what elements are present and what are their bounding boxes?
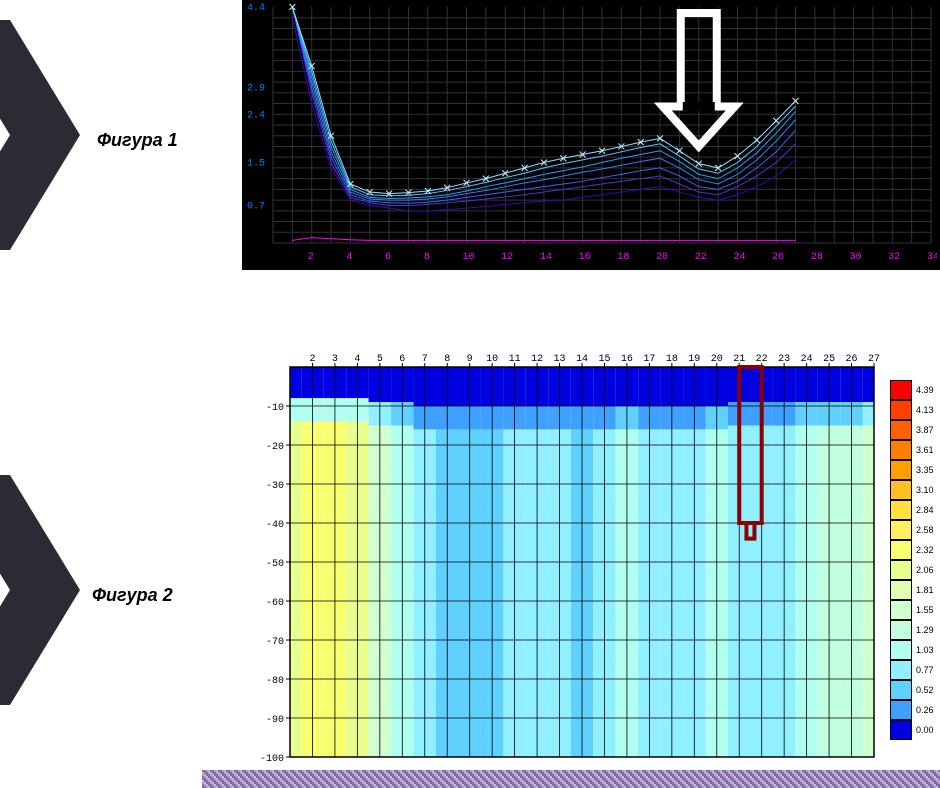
svg-text:2.9: 2.9 — [247, 83, 265, 94]
legend-swatch — [890, 700, 912, 720]
figure2-legend: 4.39 4.13 3.87 3.61 3.35 3.10 2.84 2.58 2.32 2.06… — [890, 380, 934, 740]
legend-row: 1.55 — [890, 600, 934, 620]
legend-swatch — [890, 400, 912, 420]
legend-swatch — [890, 380, 912, 400]
svg-text:24: 24 — [733, 252, 745, 263]
legend-label: 2.06 — [912, 565, 934, 575]
legend-label: 0.26 — [912, 705, 934, 715]
svg-text:8: 8 — [424, 252, 430, 263]
legend-swatch — [890, 680, 912, 700]
legend-label: 2.58 — [912, 525, 934, 535]
svg-text:-10: -10 — [266, 403, 284, 414]
legend-swatch — [890, 540, 912, 560]
svg-text:16: 16 — [579, 252, 591, 263]
legend-row: 0.26 — [890, 700, 934, 720]
svg-text:12: 12 — [501, 252, 513, 263]
legend-swatch — [890, 620, 912, 640]
legend-label: 4.13 — [912, 405, 934, 415]
decor-chevron-1 — [0, 20, 80, 250]
svg-text:2.4: 2.4 — [247, 110, 265, 121]
svg-text:20: 20 — [656, 252, 668, 263]
legend-row: 2.58 — [890, 520, 934, 540]
noise-strip — [202, 770, 940, 788]
legend-swatch — [890, 580, 912, 600]
legend-row: 0.77 — [890, 660, 934, 680]
legend-row: 2.06 — [890, 560, 934, 580]
svg-text:26: 26 — [772, 252, 784, 263]
legend-row: 2.32 — [890, 540, 934, 560]
legend-swatch — [890, 500, 912, 520]
svg-text:4.4: 4.4 — [247, 3, 265, 14]
svg-text:14: 14 — [540, 252, 552, 263]
legend-row: 1.29 — [890, 620, 934, 640]
legend-swatch — [890, 420, 912, 440]
legend-swatch — [890, 520, 912, 540]
svg-text:18: 18 — [617, 252, 629, 263]
svg-text:22: 22 — [695, 252, 707, 263]
svg-text:-80: -80 — [266, 676, 284, 687]
svg-text:34: 34 — [927, 252, 937, 263]
svg-text:-60: -60 — [266, 598, 284, 609]
legend-row: 4.13 — [890, 400, 934, 420]
figure2-chart: 2345678910111213141516171819202122232425… — [242, 345, 940, 765]
legend-label: 3.87 — [912, 425, 934, 435]
legend-label: 1.55 — [912, 605, 934, 615]
legend-row: 3.87 — [890, 420, 934, 440]
svg-text:4: 4 — [346, 252, 352, 263]
legend-swatch — [890, 480, 912, 500]
svg-text:-40: -40 — [266, 520, 284, 531]
legend-row: 3.10 — [890, 480, 934, 500]
legend-swatch — [890, 440, 912, 460]
svg-text:32: 32 — [888, 252, 900, 263]
legend-label: 0.00 — [912, 725, 934, 735]
svg-text:-70: -70 — [266, 637, 284, 648]
legend-row: 2.84 — [890, 500, 934, 520]
legend-swatch — [890, 720, 912, 740]
legend-label: 4.39 — [912, 385, 934, 395]
legend-label: 0.77 — [912, 665, 934, 675]
svg-text:-90: -90 — [266, 715, 284, 726]
decor-chevron-2 — [0, 475, 80, 705]
svg-text:6: 6 — [385, 252, 391, 263]
legend-swatch — [890, 640, 912, 660]
figure1-caption: Фигура 1 — [97, 130, 178, 151]
legend-row: 4.39 — [890, 380, 934, 400]
legend-swatch — [890, 600, 912, 620]
legend-row: 3.61 — [890, 440, 934, 460]
legend-row: 0.00 — [890, 720, 934, 740]
svg-text:-50: -50 — [266, 559, 284, 570]
legend-label: 1.81 — [912, 585, 934, 595]
svg-text:0.7: 0.7 — [247, 201, 265, 212]
legend-label: 2.84 — [912, 505, 934, 515]
legend-swatch — [890, 560, 912, 580]
svg-text:-20: -20 — [266, 442, 284, 453]
legend-label: 0.52 — [912, 685, 934, 695]
svg-text:28: 28 — [811, 252, 823, 263]
svg-text:-100: -100 — [260, 754, 284, 765]
legend-label: 1.03 — [912, 645, 934, 655]
legend-label: 3.10 — [912, 485, 934, 495]
legend-row: 1.03 — [890, 640, 934, 660]
legend-row: 3.35 — [890, 460, 934, 480]
legend-swatch — [890, 460, 912, 480]
figure2-caption: Фигура 2 — [92, 585, 173, 606]
svg-text:-30: -30 — [266, 481, 284, 492]
figure1-chart: 0.71.52.42.94.42468101214161820222426283… — [242, 0, 940, 270]
svg-text:2: 2 — [308, 252, 314, 263]
svg-text:10: 10 — [463, 252, 475, 263]
legend-label: 3.35 — [912, 465, 934, 475]
legend-swatch — [890, 660, 912, 680]
svg-text:30: 30 — [850, 252, 862, 263]
legend-label: 2.32 — [912, 545, 934, 555]
legend-label: 3.61 — [912, 445, 934, 455]
legend-row: 0.52 — [890, 680, 934, 700]
legend-label: 1.29 — [912, 625, 934, 635]
svg-text:1.5: 1.5 — [247, 159, 265, 170]
legend-row: 1.81 — [890, 580, 934, 600]
